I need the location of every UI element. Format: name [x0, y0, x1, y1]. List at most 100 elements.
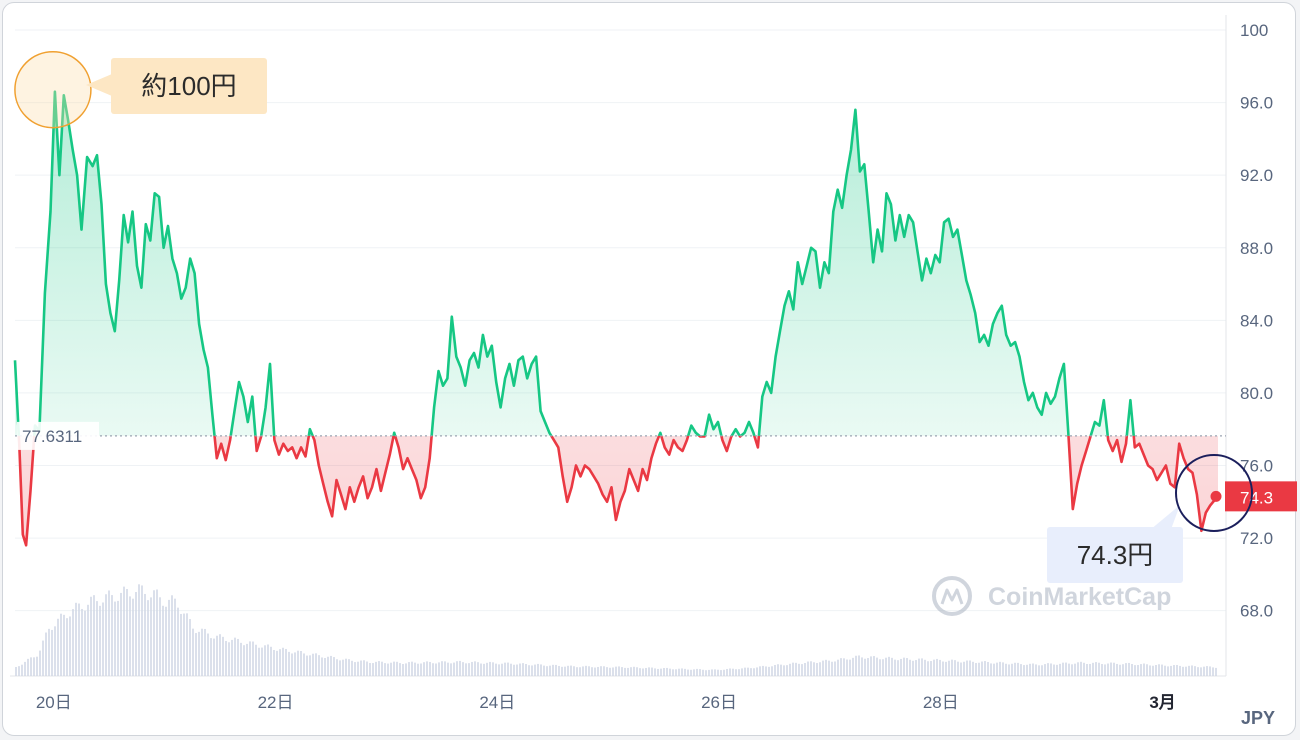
volume-bar [720, 670, 722, 676]
volume-bar [1002, 662, 1004, 676]
volume-bar [1185, 666, 1187, 676]
volume-bar [174, 598, 176, 676]
current-price-dot [1210, 490, 1222, 502]
volume-bar [855, 655, 857, 676]
volume-bar [894, 659, 896, 676]
volume-bar [984, 661, 986, 676]
volume-bar [60, 613, 62, 676]
volume-bar [180, 613, 182, 676]
current-price-label: 74.3 [1240, 488, 1273, 507]
volume-bar [18, 666, 20, 676]
volume-bar [624, 667, 626, 676]
volume-bar [789, 663, 791, 676]
volume-bar [1143, 663, 1145, 676]
volume-bar [294, 652, 296, 676]
volume-bar [525, 663, 527, 676]
volume-bar [30, 657, 32, 676]
volume-bar [507, 662, 509, 676]
volume-bar [903, 657, 905, 676]
volume-bar [615, 666, 617, 676]
volume-bar [1188, 665, 1190, 676]
volume-bar [594, 667, 596, 676]
volume-bar [693, 669, 695, 676]
volume-bar [102, 602, 104, 676]
current-callout-pointer [1150, 505, 1180, 532]
volume-bar [285, 648, 287, 676]
volume-bar [261, 647, 263, 676]
volume-bar [939, 659, 941, 676]
volume-bar [270, 646, 272, 676]
volume-bar [462, 662, 464, 676]
volume-bar [834, 661, 836, 676]
volume-bar [354, 662, 356, 676]
volume-bar [1203, 666, 1205, 676]
volume-bar [39, 650, 41, 676]
volume-bar [114, 601, 116, 676]
volume-bar [882, 659, 884, 676]
volume-bar [1101, 664, 1103, 676]
volume-bar [711, 669, 713, 676]
price-line-up [13, 90, 1136, 436]
volume-bars [15, 584, 1217, 676]
volume-bar [504, 662, 506, 676]
volume-bar [591, 667, 593, 676]
volume-bar [264, 645, 266, 676]
volume-bar [1113, 662, 1115, 676]
peak-highlight-circle [14, 50, 92, 129]
volume-bar [1206, 666, 1208, 676]
volume-bar [192, 628, 194, 676]
volume-bar [1134, 665, 1136, 676]
volume-bar [177, 607, 179, 676]
volume-bar [444, 661, 446, 676]
y-tick-label: 84.0 [1240, 311, 1273, 330]
volume-bar [429, 661, 431, 676]
volume-bar [195, 633, 197, 676]
volume-bar [996, 662, 998, 676]
volume-bar [420, 663, 422, 676]
volume-bar [660, 668, 662, 676]
volume-bar [798, 663, 800, 676]
volume-bar [912, 660, 914, 676]
volume-bar [336, 659, 338, 676]
volume-bar [171, 595, 173, 676]
annotations: 74.3 約100円 74.3円 CoinMarketCap [14, 50, 1297, 616]
volume-bar [492, 662, 494, 676]
volume-bar [582, 666, 584, 676]
volume-bar [438, 662, 440, 676]
volume-bar [474, 661, 476, 676]
volume-bar [267, 644, 269, 676]
volume-bar [1146, 664, 1148, 676]
volume-bar [672, 669, 674, 676]
volume-bar [738, 669, 740, 676]
volume-bar [405, 663, 407, 676]
volume-bar [783, 665, 785, 676]
volume-bar [390, 662, 392, 676]
volume-bar [1047, 663, 1049, 676]
volume-bar [1062, 662, 1064, 676]
volume-bar [156, 589, 158, 676]
volume-bar [549, 665, 551, 676]
volume-bar [597, 666, 599, 676]
volume-bar [516, 664, 518, 676]
volume-bar [357, 661, 359, 676]
volume-bar [87, 604, 89, 676]
x-tick-label: 24日 [479, 693, 515, 712]
volume-bar [558, 665, 560, 676]
volume-bar [1029, 663, 1031, 676]
volume-bar [681, 668, 683, 676]
volume-bar [963, 661, 965, 676]
volume-bar [21, 664, 23, 676]
volume-bar [915, 660, 917, 676]
volume-bar [363, 660, 365, 676]
volume-bar [603, 666, 605, 676]
volume-bar [654, 668, 656, 676]
volume-bar [15, 666, 17, 676]
peak-callout-box [111, 58, 267, 114]
volume-bar [810, 661, 812, 676]
volume-bar [111, 595, 113, 676]
volume-bar [699, 669, 701, 676]
volume-bar [1173, 665, 1175, 676]
peak-callout-pointer [86, 74, 112, 96]
volume-bar [240, 642, 242, 676]
